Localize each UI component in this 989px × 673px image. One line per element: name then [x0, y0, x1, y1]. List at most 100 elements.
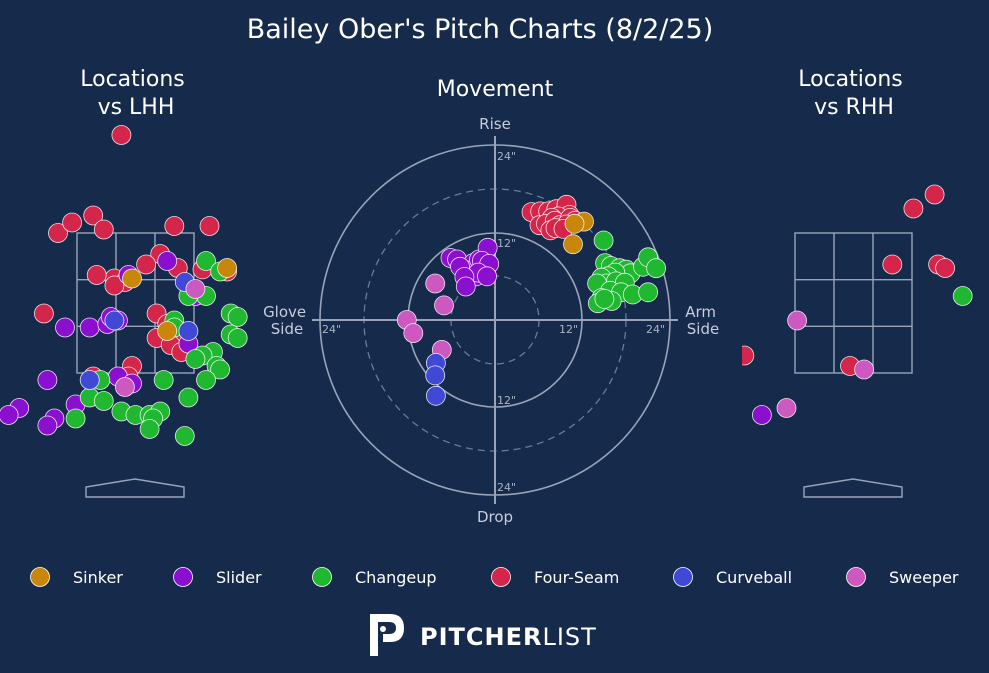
lhh-sweeper-point [115, 377, 135, 397]
lhh-slider-point [37, 370, 58, 390]
rhh-sweeper-point [776, 398, 797, 418]
movement-slider-point [477, 266, 497, 287]
rhh-four-seam-point [903, 198, 924, 219]
lhh-four-seam-point [83, 205, 104, 226]
movement-changeup-point [646, 258, 666, 279]
movement-curveball-point [425, 365, 446, 386]
movement-slider-point [455, 276, 476, 297]
lhh-changeup-point [210, 359, 231, 380]
logo-text: PITCHERLIST [420, 623, 597, 651]
lhh-four-seam-point [62, 212, 82, 233]
rhh-home-plate [803, 478, 903, 498]
ring-label-top-12: 12" [497, 237, 516, 250]
lhh-four-seam-point [48, 223, 68, 243]
lhh-four-seam-point [136, 254, 157, 275]
logo-mark-icon [370, 614, 404, 656]
lhh-changeup-point [174, 426, 195, 446]
movement-sinker-point [564, 213, 585, 234]
lhh-slider-point [79, 317, 100, 338]
ring-label-left-24: 24" [322, 323, 341, 336]
rhh-strike-zone [794, 232, 913, 374]
lhh-panel-title: Locations vs LHH [80, 67, 192, 120]
movement-changeup-point [638, 282, 658, 303]
lhh-sinker-point [122, 268, 142, 289]
rhh-four-seam-point [882, 254, 903, 275]
rhh-location-points [742, 184, 973, 425]
lhh-four-seam-point [111, 125, 132, 145]
lhh-four-seam-point [93, 219, 114, 240]
rhh-four-seam-point [924, 184, 945, 205]
legend-marker-four-seam [491, 567, 511, 587]
lhh-changeup-point [196, 251, 216, 271]
logo-bold-text: PITCHER [420, 623, 542, 651]
lhh-four-seam-point [86, 265, 107, 285]
lhh-changeup-point [139, 419, 160, 439]
legend-marker-sweeper [846, 567, 866, 587]
lhh-slider-point [157, 251, 178, 271]
movement-changeup-point [594, 288, 615, 309]
lhh-changeup-point [93, 391, 114, 411]
pitcherlist-logo: PITCHERLIST [370, 614, 597, 656]
lhh-curveball-point [104, 310, 125, 331]
rhh-panel-title: Locations vs RHH [798, 67, 910, 120]
lhh-four-seam-point [34, 303, 54, 324]
axis-arm-side-label: Arm Side [685, 303, 721, 338]
lhh-four-seam-point [199, 216, 220, 236]
lhh-curveball-point [79, 370, 100, 390]
lhh-slider-point [37, 415, 58, 436]
movement-points [396, 194, 666, 406]
lhh-changeup-point [153, 370, 174, 390]
rhh-slider-point [752, 405, 772, 425]
lhh-location-points [0, 125, 248, 446]
rhh-sweeper-point [854, 359, 874, 380]
legend-label-sinker: Sinker [73, 568, 123, 587]
legend-marker-changeup [312, 567, 332, 587]
ring-label-top-24: 24" [497, 150, 516, 163]
rhh-sweeper-point [787, 310, 807, 331]
movement-panel-title: Movement [437, 77, 554, 102]
axis-drop-label: Drop [477, 508, 513, 526]
movement-changeup-point [593, 230, 614, 251]
movement-sinker-point [563, 234, 583, 255]
lhh-changeup-point [227, 328, 248, 348]
lhh-sinker-point [217, 258, 238, 278]
lhh-changeup-point [65, 408, 86, 429]
ring-label-bottom-12: 12" [497, 394, 516, 407]
legend-marker-curveball [673, 567, 693, 587]
lhh-sinker-point [157, 321, 178, 341]
rhh-four-seam-point [742, 345, 755, 366]
lhh-home-plate [85, 478, 185, 498]
lhh-slider-point [0, 405, 19, 425]
movement-sweeper-point [434, 295, 454, 316]
movement-sweeper-point [403, 323, 424, 344]
lhh-curveball-point [178, 321, 199, 341]
lhh-sweeper-point [185, 279, 206, 299]
ring-label-right-24: 24" [646, 323, 665, 336]
axis-glove-side-label: Glove Side [263, 303, 311, 338]
legend-label-changeup: Changeup [355, 568, 437, 587]
axis-rise-label: Rise [479, 115, 511, 133]
legend-label-sweeper: Sweeper [889, 568, 959, 587]
legend-marker-sinker [30, 567, 50, 587]
lhh-four-seam-point [164, 216, 185, 236]
legend: Sinker Slider Changeup Four-Seam Curveball Sw… [30, 567, 959, 587]
lhh-changeup-point [185, 349, 206, 369]
movement-sweeper-point [425, 273, 446, 294]
movement-curveball-point [425, 385, 446, 406]
legend-label-slider: Slider [216, 568, 262, 587]
legend-label-curveball: Curveball [716, 568, 792, 587]
lhh-four-seam-point [104, 275, 125, 296]
logo-light-text: LIST [542, 623, 596, 651]
legend-label-four-seam: Four-Seam [534, 568, 619, 587]
ring-label-bottom-24: 24" [497, 481, 516, 494]
lhh-changeup-point [178, 387, 199, 408]
chart-title: Bailey Ober's Pitch Charts (8/2/25) [247, 14, 714, 45]
rhh-changeup-point [952, 286, 973, 306]
legend-marker-slider [173, 567, 193, 587]
rhh-four-seam-point [935, 258, 955, 278]
lhh-changeup-point [196, 370, 216, 390]
ring-label-right-12: 12" [559, 323, 578, 336]
lhh-slider-point [55, 317, 75, 338]
lhh-changeup-point [227, 307, 248, 327]
